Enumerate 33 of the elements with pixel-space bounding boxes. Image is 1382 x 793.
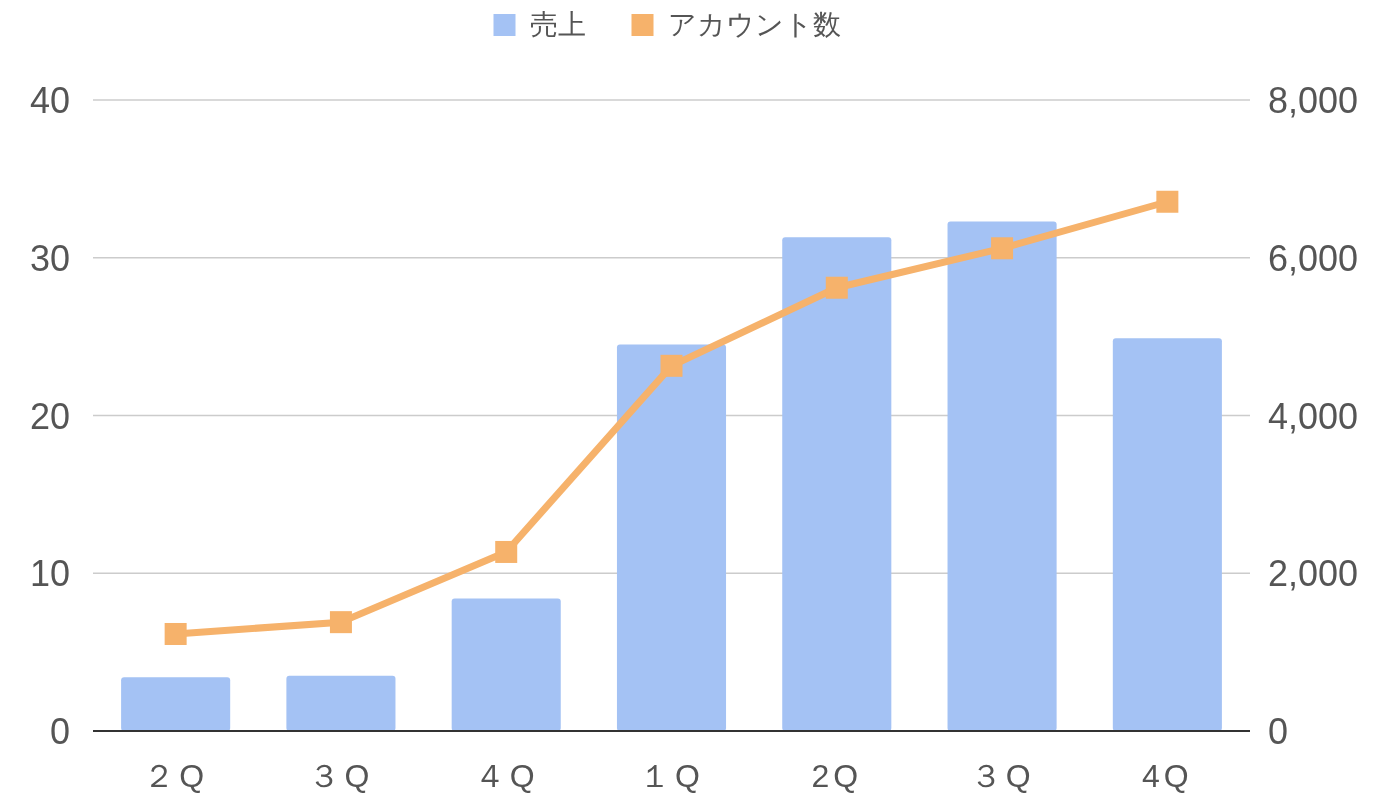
x-tick-label: １Q <box>639 758 704 793</box>
bar <box>1112 338 1222 731</box>
legend-label: 売上 <box>529 9 586 40</box>
bar <box>947 221 1057 731</box>
x-tick-label: ３Q <box>969 758 1035 793</box>
point <box>1156 190 1179 213</box>
bar <box>451 598 561 731</box>
point <box>164 622 187 645</box>
point <box>825 276 848 299</box>
bar <box>616 344 727 731</box>
y-tick-label: 30 <box>29 237 70 279</box>
legend-label: アカウント数 <box>667 9 841 40</box>
bar <box>286 675 396 731</box>
x-tick-label: ３Q <box>308 758 374 793</box>
point <box>660 354 683 377</box>
x-tick-label: 2Q <box>811 758 863 793</box>
y2-tick-label: 4,000 <box>1268 395 1359 437</box>
point <box>991 237 1014 260</box>
y-tick-label: 10 <box>29 553 70 595</box>
y2-tick-label: 6,000 <box>1268 237 1359 279</box>
y2-tick-label: 8,000 <box>1268 80 1359 121</box>
y2-tick-label: 0 <box>1268 711 1289 752</box>
x-tick-label: ２Q <box>143 758 209 793</box>
bar <box>782 237 892 731</box>
y-tick-label: 20 <box>29 395 70 437</box>
bar <box>121 677 231 731</box>
x-tick-label: 4Q <box>1142 758 1193 793</box>
y-tick-label: 0 <box>49 711 70 752</box>
point <box>495 540 518 563</box>
point <box>329 611 352 634</box>
x-tick-label: ４Q <box>473 758 539 793</box>
y-tick-label: 40 <box>29 80 70 121</box>
y2-tick-label: 2,000 <box>1268 553 1359 595</box>
